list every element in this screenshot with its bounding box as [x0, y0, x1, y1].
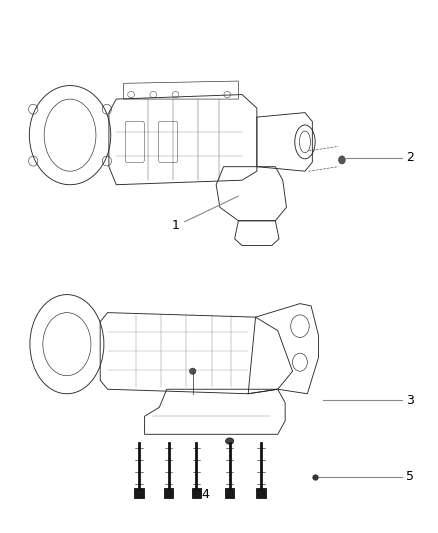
FancyBboxPatch shape — [257, 488, 266, 498]
Ellipse shape — [189, 368, 196, 374]
Text: 2: 2 — [406, 151, 414, 164]
Text: 5: 5 — [406, 471, 414, 483]
Ellipse shape — [339, 156, 345, 164]
Text: 4: 4 — [201, 488, 209, 501]
Text: 3: 3 — [406, 393, 414, 407]
FancyBboxPatch shape — [192, 488, 201, 498]
FancyBboxPatch shape — [164, 488, 173, 498]
Text: 1: 1 — [172, 219, 180, 232]
FancyBboxPatch shape — [225, 488, 234, 498]
Ellipse shape — [226, 438, 234, 444]
FancyBboxPatch shape — [134, 488, 144, 498]
